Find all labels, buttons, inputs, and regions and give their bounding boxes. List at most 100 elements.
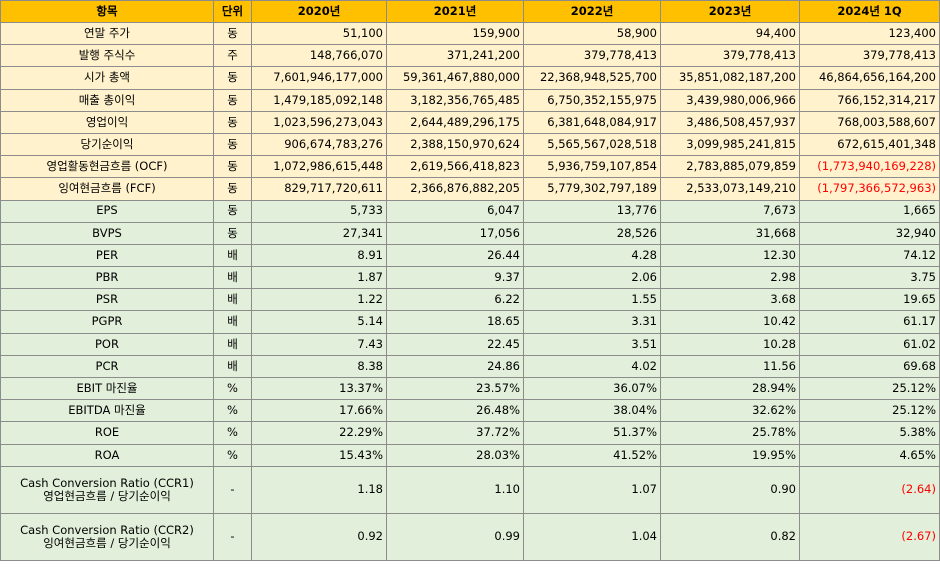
table-row: PER 배 8.91 26.44 4.28 12.30 74.12 (0, 243, 940, 268)
row-value: 32.62% (660, 399, 800, 423)
row-label: POR (0, 332, 214, 356)
row-value: 9.37 (386, 266, 524, 290)
row-value: 906,674,783,276 (251, 132, 387, 157)
table-body: 연말 주가 동 51,100 159,900 58,900 94,400 123,400 발행… (0, 21, 940, 561)
header-year-2022: 2022년 (523, 0, 661, 23)
table-row: EPS 동 5,733 6,047 13,776 7,673 1,665 (0, 199, 940, 223)
row-value: 123,400 (799, 21, 940, 46)
row-value: 35,851,082,187,200 (660, 66, 800, 90)
row-label: PCR (0, 354, 214, 379)
row-value: 1.18 (251, 465, 387, 514)
table-row: Cash Conversion Ratio (CCR2) 잉여현금흐름 / 당기순… (0, 512, 940, 561)
row-value: 5,733 (251, 199, 387, 223)
row-unit: 배 (213, 310, 252, 334)
row-unit: % (213, 399, 252, 423)
row-value: 1,023,596,273,043 (251, 110, 387, 134)
row-label: Cash Conversion Ratio (CCR2) 잉여현금흐름 / 당기순… (0, 512, 214, 561)
row-value: 51,100 (251, 21, 387, 46)
row-value: 58,900 (523, 21, 661, 46)
row-label-line: ROA (94, 447, 120, 462)
row-label-line: 영업현금흐름 / 당기순이익 (43, 488, 171, 503)
row-unit: 배 (213, 288, 252, 312)
row-unit: 배 (213, 243, 252, 268)
row-value: 1.22 (251, 288, 387, 312)
row-unit: - (213, 465, 252, 514)
row-value: 1,665 (799, 199, 940, 223)
header-unit: 단위 (213, 0, 252, 23)
row-unit: 배 (213, 332, 252, 356)
row-value: 2,644,489,296,175 (386, 110, 524, 134)
table-row: PCR 배 8.38 24.86 4.02 11.56 69.68 (0, 354, 940, 379)
row-label-line: PBR (95, 270, 119, 285)
row-label-line: 영업활동현금흐름 (OCF) (46, 159, 168, 174)
row-unit: 동 (213, 88, 252, 112)
row-value: 5,936,759,107,854 (523, 155, 661, 179)
row-value: 23.57% (386, 376, 524, 401)
row-value: 672,615,401,348 (799, 132, 940, 157)
row-value: 28.03% (386, 443, 524, 467)
row-label: 연말 주가 (0, 21, 214, 46)
row-value: (2.67) (799, 512, 940, 561)
row-label: PGPR (0, 310, 214, 334)
row-value: 37.72% (386, 421, 524, 445)
row-value: 19.95% (660, 443, 800, 467)
row-unit: 동 (213, 155, 252, 179)
row-value: 36.07% (523, 376, 661, 401)
table-row: 영업활동현금흐름 (OCF) 동 1,072,986,615,448 2,619,56… (0, 155, 940, 179)
row-value: 74.12 (799, 243, 940, 268)
row-value: 11.56 (660, 354, 800, 379)
row-label: 당기순이익 (0, 132, 214, 157)
row-value: 59,361,467,880,000 (386, 66, 524, 90)
row-value: 4.28 (523, 243, 661, 268)
header-item: 항목 (0, 0, 214, 23)
row-label-line: 영업이익 (85, 114, 129, 129)
table-row: 발행 주식수 주 148,766,070 371,241,200 379,778,413… (0, 44, 940, 68)
row-label: 시가 총액 (0, 66, 214, 90)
row-value: 159,900 (386, 21, 524, 46)
table-row: 잉여현금흐름 (FCF) 동 829,717,720,611 2,366,876,88… (0, 177, 940, 201)
row-value: 3,182,356,765,485 (386, 88, 524, 112)
row-value: 15.43% (251, 443, 387, 467)
table-row: PBR 배 1.87 9.37 2.06 2.98 3.75 (0, 266, 940, 290)
row-value: 3,486,508,457,937 (660, 110, 800, 134)
row-value: 2,366,876,882,205 (386, 177, 524, 201)
row-value: 8.38 (251, 354, 387, 379)
row-value: 0.92 (251, 512, 387, 561)
table-row: BVPS 동 27,341 17,056 28,526 31,668 32,940 (0, 221, 940, 245)
row-unit: 동 (213, 177, 252, 201)
row-label-line: BVPS (92, 225, 122, 240)
row-value: 766,152,314,217 (799, 88, 940, 112)
row-value: 2.98 (660, 266, 800, 290)
table-row: 영업이익 동 1,023,596,273,043 2,644,489,296,175 6… (0, 110, 940, 134)
row-value: 1.55 (523, 288, 661, 312)
row-label-line: 잉여현금흐름 / 당기순이익 (43, 535, 171, 550)
row-value: 371,241,200 (386, 44, 524, 68)
table-row: EBIT 마진율% 13.37% 23.57% 36.07% 28.94% 25.12% (0, 376, 940, 401)
header-year-2024-1q: 2024년 1Q (799, 0, 940, 23)
row-value: 0.99 (386, 512, 524, 561)
row-value: 1.07 (523, 465, 661, 514)
row-unit: - (213, 512, 252, 561)
row-value: 27,341 (251, 221, 387, 245)
row-value: 7,601,946,177,000 (251, 66, 387, 90)
header-year-2021: 2021년 (386, 0, 524, 23)
row-unit: 동 (213, 199, 252, 223)
row-value: 2,388,150,970,624 (386, 132, 524, 157)
row-value: 379,778,413 (799, 44, 940, 68)
row-value: 4.65% (799, 443, 940, 467)
row-label-line: Cash Conversion Ratio (CCR2) (20, 522, 194, 537)
row-value: 1,072,986,615,448 (251, 155, 387, 179)
row-value: 17.66% (251, 399, 387, 423)
row-label-line: Cash Conversion Ratio (CCR1) (20, 475, 194, 490)
row-unit: 동 (213, 66, 252, 90)
row-value: 69.68 (799, 354, 940, 379)
row-unit: 배 (213, 266, 252, 290)
row-value: 26.44 (386, 243, 524, 268)
row-value: 7.43 (251, 332, 387, 356)
row-value: 61.17 (799, 310, 940, 334)
row-value: 38.04% (523, 399, 661, 423)
row-label: EPS (0, 199, 214, 223)
header-year-2023: 2023년 (660, 0, 800, 23)
row-value: 94,400 (660, 21, 800, 46)
